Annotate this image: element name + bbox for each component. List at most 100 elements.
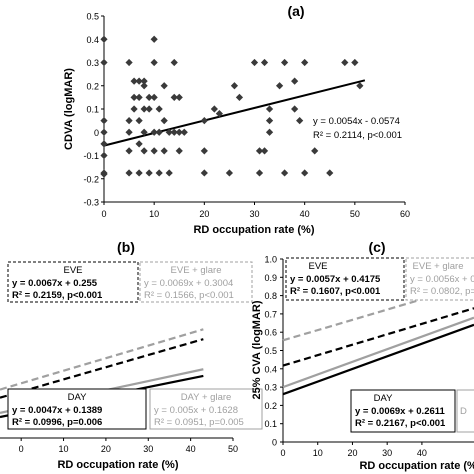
x-tick-label: 10 — [149, 209, 159, 219]
data-point — [311, 147, 319, 155]
x-tick-label: 0 — [280, 448, 285, 458]
data-point — [135, 140, 143, 148]
data-point — [100, 117, 108, 125]
legend-title: EVE + glare — [413, 261, 464, 272]
y-tick-label: 0.5 — [264, 346, 277, 356]
data-point — [140, 82, 148, 90]
data-point — [135, 77, 143, 85]
data-point — [175, 147, 183, 155]
data-point — [210, 105, 218, 113]
data-point — [175, 93, 183, 101]
y-tick-label: 0 — [272, 438, 277, 448]
data-point — [301, 58, 309, 67]
legend-title: D — [460, 406, 467, 417]
y-tick-label: 0.9 — [264, 273, 277, 283]
x-tick-label: 0 — [19, 444, 24, 454]
data-point — [265, 128, 274, 136]
panel-label: (a) — [287, 3, 304, 19]
legend-r2: R² = 0.2159, p<0.001 — [12, 290, 103, 301]
legend-r2: R² = 0.0951, p=0.005 — [154, 417, 244, 428]
x-axis-label: RD occupation rate (%) — [57, 459, 178, 471]
y-tick-label: 1.0 — [264, 255, 277, 265]
data-point — [100, 170, 108, 178]
x-tick-label: 20 — [199, 209, 209, 219]
legend-r2: R² = 0.0996, p=0.006 — [12, 417, 102, 428]
x-tick-label: 40 — [300, 209, 310, 219]
data-point — [260, 147, 269, 155]
series-line — [282, 307, 474, 367]
y-tick-label: 0.7 — [264, 309, 277, 319]
x-axis-label: RD occupation rate (%) — [193, 224, 314, 236]
y-tick-label: 0.4 — [264, 364, 277, 374]
data-point — [265, 117, 274, 125]
series-line — [0, 338, 204, 399]
data-point — [125, 147, 133, 155]
data-point — [125, 58, 133, 67]
data-point — [180, 128, 188, 136]
y-tick-label: 0.6 — [264, 328, 277, 338]
data-point — [100, 58, 108, 67]
trendline-equation: y = 0.0054x - 0.0574 — [313, 116, 400, 127]
legend-box — [350, 389, 456, 433]
data-point — [130, 93, 138, 101]
y-tick-label: -0.1 — [83, 151, 99, 161]
y-tick-label: 0.8 — [264, 291, 277, 301]
legend-r2: R² = 0.1566, p<0.001 — [144, 290, 234, 301]
legend-equation: y = 0.0057x + 0.4175 — [290, 274, 381, 285]
legend-box — [285, 257, 405, 301]
data-point — [230, 82, 239, 90]
y-tick-label: 0.1 — [264, 419, 277, 429]
data-point — [145, 93, 153, 101]
legend-title: DAY — [374, 393, 393, 404]
y-tick-label: 0.2 — [86, 81, 99, 91]
data-point — [125, 169, 133, 177]
legend-title: DAY — [68, 392, 87, 403]
data-point — [100, 140, 108, 148]
data-point — [130, 105, 138, 113]
legend-title: EVE + glare — [171, 265, 222, 276]
x-tick-label: 20 — [347, 448, 357, 458]
data-point — [351, 58, 359, 67]
panel-c: (c) 1.0 0.9 0.8 0.7 0.6 0.5 0.4 0.3 0.2 0.1 00 10 20 3… — [251, 239, 474, 472]
x-tick-label: 40 — [417, 448, 427, 458]
y-tick-label: 0.3 — [86, 58, 99, 68]
data-point — [326, 169, 334, 177]
data-point — [140, 147, 148, 155]
panel-label: (b) — [117, 239, 135, 255]
data-point — [170, 58, 178, 67]
x-tick-label: 10 — [59, 444, 69, 454]
x-tick-label: 50 — [350, 209, 360, 219]
series-line — [0, 328, 204, 391]
legend-box — [405, 257, 474, 301]
legend-box — [149, 388, 263, 430]
data-point — [155, 169, 163, 177]
y-axis-label: CDVA (logMAR) — [63, 68, 75, 150]
data-point — [200, 147, 208, 155]
data-point — [135, 93, 143, 101]
data-point — [150, 58, 158, 67]
data-point — [140, 77, 148, 85]
data-point — [125, 117, 133, 125]
data-point — [291, 105, 299, 113]
panel-label: (c) — [368, 239, 385, 255]
y-tick-label: 0.4 — [86, 35, 99, 45]
data-point — [145, 169, 153, 177]
y-tick-label: 0.2 — [264, 401, 277, 411]
x-tick-label: 20 — [101, 444, 111, 454]
data-point — [215, 110, 223, 118]
series-line — [282, 323, 474, 396]
trendline-r2: R² = 0.2114, p<0.001 — [313, 130, 402, 141]
data-point — [140, 105, 148, 113]
legend-r2: R² = 0.1607, p<0.001 — [290, 286, 381, 297]
legend-r2: R² = 0.0802, p=0.018 — [410, 286, 474, 297]
data-point — [225, 169, 234, 177]
data-point — [155, 128, 163, 136]
data-point — [165, 169, 173, 177]
panel-a: (a)0.50.40.30.20.10-0.1-0.2-0.30 10 20 30 40… — [63, 3, 410, 236]
legend-title: DAY + glare — [181, 392, 232, 403]
data-point — [150, 128, 158, 136]
legend-title: EVE — [308, 261, 327, 272]
y-tick-label: 0 — [94, 128, 99, 138]
